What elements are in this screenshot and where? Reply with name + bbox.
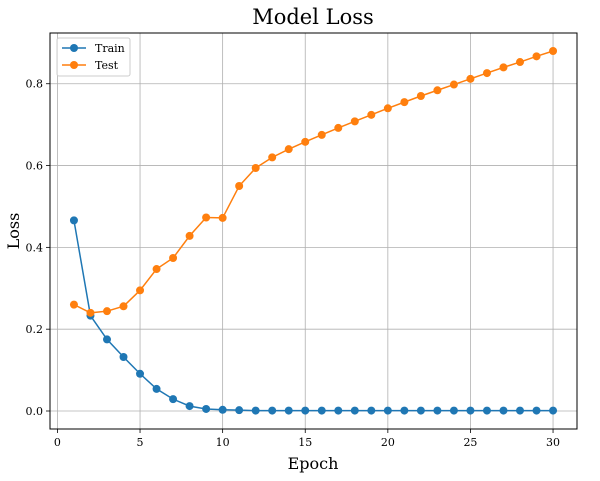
legend-marker-test xyxy=(70,61,78,69)
data-point-test xyxy=(119,302,128,311)
data-point-test xyxy=(482,69,491,78)
data-point-train xyxy=(235,406,244,415)
data-point-train xyxy=(433,406,442,415)
data-point-train xyxy=(350,406,359,415)
data-point-test xyxy=(532,52,541,61)
legend-label-test: Test xyxy=(95,59,119,72)
series-train xyxy=(69,216,558,415)
x-tick-label: 30 xyxy=(546,436,560,449)
data-point-train xyxy=(317,406,326,415)
data-point-train xyxy=(102,335,111,344)
data-point-train xyxy=(202,404,211,413)
x-tick-label: 0 xyxy=(54,436,61,449)
data-point-test xyxy=(350,117,359,126)
data-point-test xyxy=(433,86,442,95)
data-point-train xyxy=(466,406,475,415)
y-tick-label: 0.8 xyxy=(26,78,44,91)
x-tick-label: 5 xyxy=(137,436,144,449)
data-point-test xyxy=(466,74,475,83)
chart-title: Model Loss xyxy=(252,5,374,29)
data-point-test xyxy=(102,307,111,316)
data-point-test xyxy=(301,137,310,146)
data-point-test xyxy=(185,231,194,240)
data-point-train xyxy=(499,406,508,415)
data-point-test xyxy=(367,110,376,119)
data-point-train xyxy=(152,384,161,393)
x-tick-label: 10 xyxy=(216,436,230,449)
data-point-train xyxy=(549,406,558,415)
data-point-train xyxy=(301,406,310,415)
y-tick-label: 0.2 xyxy=(26,323,44,336)
data-point-test xyxy=(202,213,211,222)
data-point-train xyxy=(185,402,194,411)
data-point-test xyxy=(334,123,343,132)
axis-ticks: 0 5 10 15 20 25 30 0.0 0.2 0.4 0.6 0.8 xyxy=(26,78,561,449)
data-point-train xyxy=(400,406,409,415)
plot-frame xyxy=(49,32,578,430)
legend-item-train: Train xyxy=(62,42,125,55)
series-test xyxy=(69,47,558,317)
series-line-test xyxy=(73,50,554,314)
data-point-train xyxy=(516,406,525,415)
data-point-test xyxy=(383,104,392,113)
data-point-test xyxy=(449,80,458,89)
data-point-train xyxy=(383,406,392,415)
data-point-test xyxy=(136,286,145,295)
data-point-test xyxy=(86,308,95,317)
data-point-test xyxy=(152,265,161,274)
x-tick-label: 15 xyxy=(298,436,312,449)
data-point-train xyxy=(367,406,376,415)
x-tick-label: 25 xyxy=(463,436,477,449)
data-point-test xyxy=(218,213,227,222)
data-point-test xyxy=(400,98,409,107)
data-point-test xyxy=(169,254,178,262)
series-line-train xyxy=(73,220,554,412)
data-point-train xyxy=(482,406,491,415)
data-point-train xyxy=(218,405,227,414)
data-point-train xyxy=(136,369,145,378)
data-point-test xyxy=(284,145,293,154)
legend-marker-train xyxy=(70,44,78,52)
data-point-train xyxy=(69,216,78,225)
y-axis-label: Loss xyxy=(4,213,23,250)
y-tick-label: 0.4 xyxy=(26,241,44,254)
data-point-train xyxy=(449,406,458,415)
series-layer xyxy=(69,47,558,415)
grid xyxy=(50,33,577,429)
data-point-test xyxy=(251,164,260,172)
data-point-train xyxy=(532,406,541,415)
legend-item-test: Test xyxy=(62,59,119,72)
y-tick-label: 0.0 xyxy=(26,405,44,418)
data-point-test xyxy=(416,92,425,100)
legend: Train Test xyxy=(56,37,131,77)
x-tick-label: 20 xyxy=(381,436,395,449)
data-point-train xyxy=(284,406,293,415)
data-point-train xyxy=(334,406,343,415)
x-axis-label: Epoch xyxy=(288,454,339,473)
data-point-test xyxy=(516,58,525,67)
data-point-test xyxy=(235,182,244,190)
data-point-test xyxy=(69,300,78,309)
data-point-test xyxy=(317,130,326,139)
data-point-test xyxy=(549,47,558,55)
data-point-train xyxy=(169,395,178,404)
data-point-train xyxy=(416,406,425,415)
legend-label-train: Train xyxy=(95,42,125,55)
data-point-train xyxy=(251,406,260,415)
data-point-train xyxy=(119,353,128,361)
data-point-train xyxy=(268,406,277,415)
data-point-test xyxy=(499,63,508,72)
y-tick-label: 0.6 xyxy=(26,160,44,173)
data-point-test xyxy=(268,153,277,162)
